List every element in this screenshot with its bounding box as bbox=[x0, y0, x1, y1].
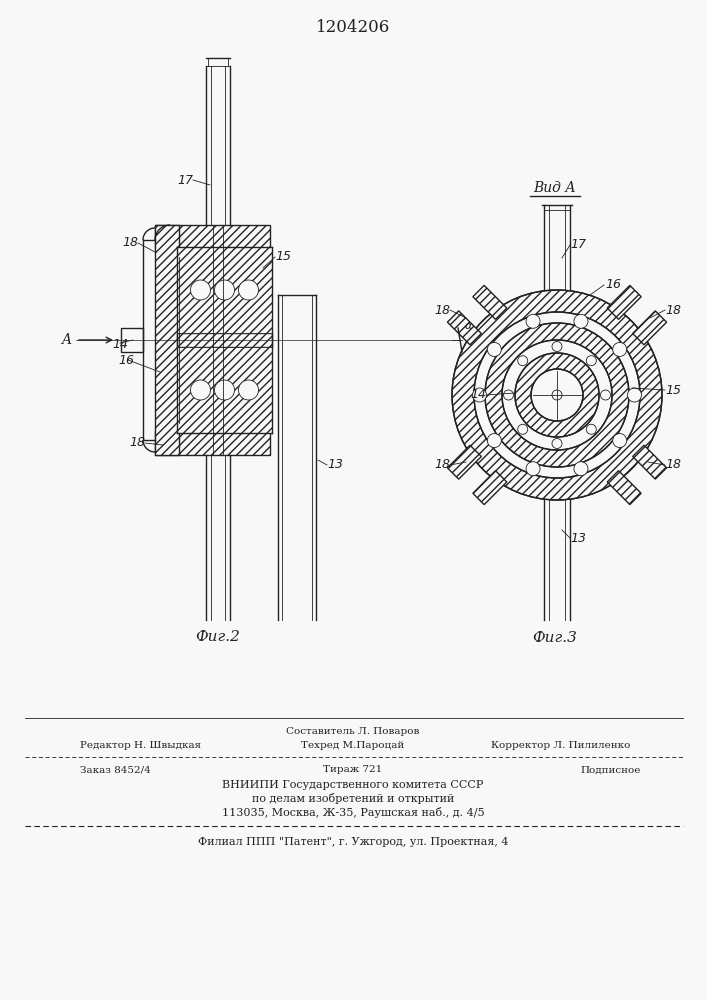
Polygon shape bbox=[633, 311, 667, 345]
Wedge shape bbox=[515, 353, 599, 437]
Circle shape bbox=[487, 434, 501, 448]
Polygon shape bbox=[473, 471, 507, 505]
Text: Фиг.3: Фиг.3 bbox=[532, 631, 578, 645]
Text: 15: 15 bbox=[665, 383, 681, 396]
Text: Заказ 8452/4: Заказ 8452/4 bbox=[80, 766, 151, 774]
Circle shape bbox=[472, 388, 486, 402]
Circle shape bbox=[503, 390, 513, 400]
Text: 18: 18 bbox=[122, 236, 138, 249]
Circle shape bbox=[238, 280, 259, 300]
Wedge shape bbox=[452, 290, 662, 500]
Text: 15: 15 bbox=[275, 250, 291, 263]
Text: 18: 18 bbox=[665, 458, 681, 472]
Polygon shape bbox=[121, 328, 143, 352]
Text: Филиал ППП "Патент", г. Ужгород, ул. Проектная, 4: Филиал ППП "Патент", г. Ужгород, ул. Про… bbox=[198, 837, 508, 847]
Text: 16: 16 bbox=[118, 354, 134, 366]
Polygon shape bbox=[607, 285, 641, 319]
Circle shape bbox=[628, 388, 641, 402]
Text: 18: 18 bbox=[665, 304, 681, 316]
Text: A: A bbox=[61, 333, 71, 347]
Circle shape bbox=[214, 280, 235, 300]
Circle shape bbox=[190, 380, 211, 400]
Text: 1204206: 1204206 bbox=[316, 19, 390, 36]
Text: $\alpha$: $\alpha$ bbox=[464, 321, 473, 331]
Wedge shape bbox=[485, 323, 629, 467]
Circle shape bbox=[613, 434, 626, 448]
Circle shape bbox=[574, 314, 588, 328]
Polygon shape bbox=[155, 225, 179, 455]
Polygon shape bbox=[448, 311, 481, 345]
Polygon shape bbox=[448, 445, 481, 479]
Text: Фиг.2: Фиг.2 bbox=[196, 630, 240, 644]
Text: 18: 18 bbox=[434, 304, 450, 316]
Polygon shape bbox=[155, 431, 270, 455]
Text: 17: 17 bbox=[177, 174, 193, 186]
Polygon shape bbox=[473, 285, 507, 319]
Circle shape bbox=[613, 342, 626, 356]
Text: 18: 18 bbox=[434, 458, 450, 472]
Polygon shape bbox=[633, 445, 667, 479]
Polygon shape bbox=[607, 471, 641, 505]
Circle shape bbox=[574, 462, 588, 476]
Circle shape bbox=[518, 356, 527, 366]
Text: 14: 14 bbox=[112, 338, 128, 352]
Circle shape bbox=[552, 438, 562, 448]
Text: 13: 13 bbox=[570, 532, 586, 544]
Polygon shape bbox=[177, 347, 272, 433]
Circle shape bbox=[518, 424, 527, 434]
Polygon shape bbox=[177, 247, 272, 333]
Text: Составитель Л. Поваров: Составитель Л. Поваров bbox=[286, 728, 420, 736]
Circle shape bbox=[586, 424, 596, 434]
Circle shape bbox=[190, 280, 211, 300]
Circle shape bbox=[552, 342, 562, 352]
Circle shape bbox=[600, 390, 611, 400]
Text: 113035, Москва, Ж-35, Раушская наб., д. 4/5: 113035, Москва, Ж-35, Раушская наб., д. … bbox=[222, 808, 484, 818]
Text: 14: 14 bbox=[470, 388, 486, 401]
Text: Подписное: Подписное bbox=[580, 766, 641, 774]
Text: Техред М.Пароцай: Техред М.Пароцай bbox=[301, 740, 404, 750]
Circle shape bbox=[526, 462, 540, 476]
Polygon shape bbox=[155, 225, 270, 249]
Text: 18: 18 bbox=[129, 436, 145, 450]
Circle shape bbox=[526, 314, 540, 328]
Text: 17: 17 bbox=[570, 238, 586, 251]
Text: Корректор Л. Пилиленко: Корректор Л. Пилиленко bbox=[491, 740, 630, 750]
Text: Тираж 721: Тираж 721 bbox=[323, 766, 382, 774]
Circle shape bbox=[238, 380, 259, 400]
Circle shape bbox=[214, 380, 235, 400]
Text: ВНИИПИ Государственного комитета СССР: ВНИИПИ Государственного комитета СССР bbox=[222, 780, 484, 790]
Circle shape bbox=[487, 342, 501, 356]
Polygon shape bbox=[177, 333, 272, 347]
Text: Вид А: Вид А bbox=[534, 181, 576, 195]
Text: 13: 13 bbox=[327, 458, 343, 472]
Text: по делам изобретений и открытий: по делам изобретений и открытий bbox=[252, 794, 454, 804]
Text: 16: 16 bbox=[605, 278, 621, 292]
Text: Редактор Н. Швыдкая: Редактор Н. Швыдкая bbox=[80, 740, 201, 750]
Circle shape bbox=[586, 356, 596, 366]
